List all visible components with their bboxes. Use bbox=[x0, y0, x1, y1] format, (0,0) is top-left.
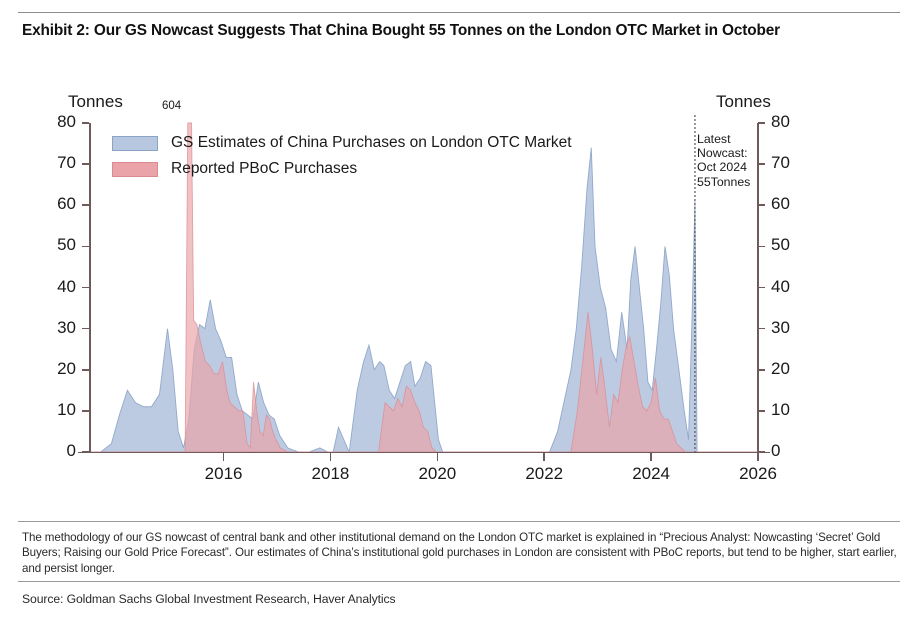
y-label-r-10: 10 bbox=[771, 399, 790, 419]
y-label-r-30: 30 bbox=[771, 317, 790, 337]
y-tick-l-40 bbox=[82, 286, 89, 289]
y-tick-r-10 bbox=[758, 410, 765, 412]
x-tick-2022 bbox=[543, 453, 546, 461]
x-label-2026: 2026 bbox=[739, 464, 777, 483]
methodology-footnote: The methodology of our GS nowcast of cen… bbox=[22, 531, 897, 575]
y-label-r-0: 0 bbox=[771, 441, 781, 460]
y-tick-l-0 bbox=[82, 451, 89, 453]
source-line: Source: Goldman Sachs Global Investment … bbox=[22, 592, 396, 606]
peak-value-annotation: 604 bbox=[162, 100, 182, 112]
y-label-r-70: 70 bbox=[771, 153, 790, 173]
y-label-r-20: 20 bbox=[771, 358, 790, 378]
x-tick-2026 bbox=[757, 453, 759, 461]
x-tick-2020 bbox=[436, 453, 439, 461]
x-tick-2024 bbox=[650, 453, 652, 461]
y-tick-r-80 bbox=[758, 122, 765, 124]
legend-swatch-red bbox=[112, 161, 158, 177]
y-tick-r-60 bbox=[758, 204, 765, 207]
legend-item-gs-estimates: GS Estimates of China Purchases on Londo… bbox=[112, 132, 572, 154]
y-tick-r-20 bbox=[758, 368, 765, 371]
legend-swatch-blue bbox=[112, 135, 158, 151]
y-label-r-40: 40 bbox=[771, 276, 790, 296]
page-title: Exhibit 2: Our GS Nowcast Suggests That … bbox=[22, 22, 781, 39]
x-label-2022: 2022 bbox=[525, 464, 564, 483]
x-tick-2016 bbox=[222, 453, 225, 461]
x-label-2020: 2020 bbox=[418, 464, 457, 483]
y-tick-r-70 bbox=[758, 163, 765, 165]
latest-nowcast-annotation: Latest Nowcast: Oct 2024 55Tonnes bbox=[697, 132, 751, 189]
y-tick-l-30 bbox=[82, 327, 89, 330]
y-label-l-30: 30 bbox=[57, 317, 76, 337]
y-tick-r-30 bbox=[758, 327, 765, 330]
x-label-2016: 2016 bbox=[204, 464, 243, 483]
chart-legend: GS Estimates of China Purchases on Londo… bbox=[112, 132, 572, 184]
y-label-l-70: 70 bbox=[57, 153, 76, 173]
y-label-r-60: 60 bbox=[771, 194, 790, 214]
x-tick-2018 bbox=[329, 453, 332, 461]
y-tick-r-50 bbox=[758, 245, 765, 248]
y-tick-l-60 bbox=[82, 204, 89, 207]
x-axis-line bbox=[78, 451, 770, 454]
right-axis-line bbox=[757, 123, 759, 452]
y-tick-l-80 bbox=[82, 122, 89, 124]
series-area-pboc-purchases bbox=[90, 122, 758, 452]
left-axis-unit-label: Tonnes bbox=[68, 92, 123, 111]
right-axis-unit-label: Tonnes bbox=[716, 92, 771, 111]
x-label-2024: 2024 bbox=[632, 464, 671, 483]
legend-label-gs-estimates: GS Estimates of China Purchases on Londo… bbox=[171, 134, 572, 151]
y-tick-l-50 bbox=[82, 245, 89, 248]
y-tick-l-10 bbox=[82, 410, 89, 412]
y-tick-l-70 bbox=[82, 163, 89, 165]
y-label-l-50: 50 bbox=[57, 235, 76, 255]
chart-plot-svg bbox=[90, 115, 758, 452]
header-divider bbox=[18, 12, 900, 13]
y-label-l-10: 10 bbox=[57, 399, 76, 419]
y-label-l-60: 60 bbox=[57, 194, 76, 214]
y-label-r-50: 50 bbox=[771, 235, 790, 255]
legend-label-pboc-purchases: Reported PBoC Purchases bbox=[171, 160, 358, 177]
y-tick-r-0 bbox=[758, 451, 765, 453]
y-tick-r-40 bbox=[758, 286, 765, 289]
legend-item-pboc-purchases: Reported PBoC Purchases bbox=[112, 158, 572, 180]
left-axis-line bbox=[89, 123, 91, 452]
y-label-l-20: 20 bbox=[57, 358, 76, 378]
y-tick-l-20 bbox=[82, 368, 89, 371]
x-label-2018: 2018 bbox=[311, 464, 350, 483]
footnote-divider-bottom bbox=[18, 581, 900, 582]
y-label-l-40: 40 bbox=[57, 276, 76, 296]
chart-container: Tonnes Tonnes 0 0 10 10 20 20 30 30 40 40 50 50 60 60… bbox=[0, 86, 918, 496]
y-label-l-0: 0 bbox=[66, 441, 76, 460]
y-label-r-80: 80 bbox=[771, 112, 790, 131]
footnote-divider-top bbox=[18, 521, 900, 522]
y-label-l-80: 80 bbox=[57, 112, 76, 131]
